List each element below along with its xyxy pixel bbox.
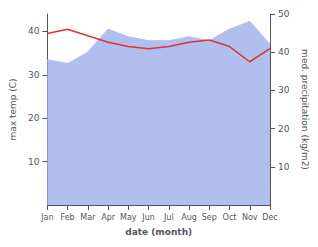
svg-text:Nov: Nov [242,213,258,222]
svg-text:10: 10 [28,157,40,167]
svg-text:date (month): date (month) [125,227,192,237]
svg-text:med. precipitation (kg/m2): med. precipitation (kg/m2) [300,49,310,170]
svg-text:40: 40 [278,47,290,57]
svg-text:Dec: Dec [262,213,277,222]
svg-text:May: May [120,213,137,222]
svg-text:Feb: Feb [61,213,75,222]
svg-text:Jan: Jan [40,213,53,222]
svg-text:Mar: Mar [80,213,96,222]
svg-text:Sep: Sep [202,213,217,222]
svg-text:Oct: Oct [223,213,237,222]
svg-text:Aug: Aug [181,213,197,222]
svg-text:Jun: Jun [141,213,155,222]
svg-text:max temp (C): max temp (C) [8,78,18,140]
svg-text:10: 10 [278,162,290,172]
svg-text:Jul: Jul [163,213,174,222]
svg-text:30: 30 [278,85,290,95]
svg-text:20: 20 [278,124,290,134]
svg-text:50: 50 [278,9,290,19]
svg-text:40: 40 [28,26,40,36]
svg-text:Apr: Apr [101,213,116,222]
svg-text:20: 20 [28,113,40,123]
svg-text:30: 30 [28,70,40,80]
